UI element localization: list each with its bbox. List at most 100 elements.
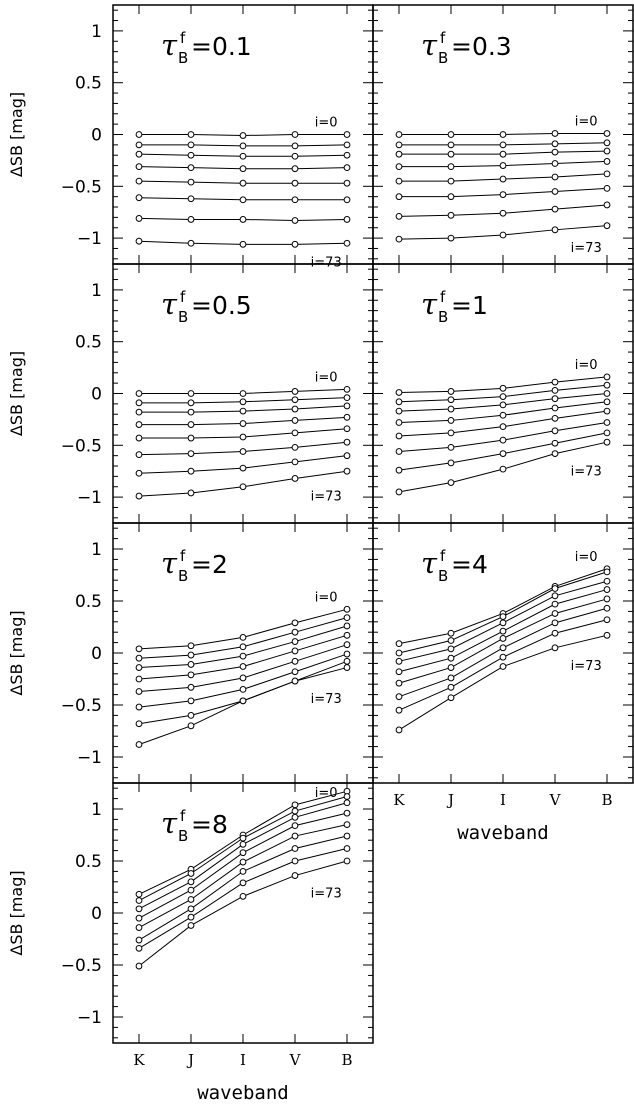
data-point <box>343 179 351 187</box>
data-point <box>343 438 351 446</box>
data-point <box>551 585 559 592</box>
data-point <box>187 390 195 397</box>
data-point <box>395 693 403 701</box>
data-point <box>343 413 351 421</box>
inclination-bottom-label: i=73 <box>311 692 342 707</box>
data-point <box>395 668 403 676</box>
data-point <box>343 793 351 800</box>
tau-value: =8 <box>191 810 228 839</box>
data-point <box>187 683 195 691</box>
data-point <box>291 429 299 437</box>
data-point <box>447 429 455 437</box>
panel-title: τ fB =1 <box>421 287 488 326</box>
data-point <box>291 396 299 404</box>
inclination-top-label: i=0 <box>315 590 338 605</box>
data-point <box>187 421 195 428</box>
tau-subscript: B <box>438 308 448 326</box>
data-point <box>187 661 195 668</box>
data-point <box>187 178 195 186</box>
data-point <box>239 407 247 415</box>
tau-value: =1 <box>451 291 488 320</box>
data-point <box>499 393 507 401</box>
data-point <box>395 398 403 406</box>
data-point <box>187 399 195 407</box>
data-point <box>291 832 299 840</box>
data-point <box>135 194 143 202</box>
data-point <box>395 407 403 415</box>
data-point <box>603 407 611 415</box>
data-point <box>135 654 143 662</box>
data-point <box>395 389 403 396</box>
data-point <box>603 568 611 576</box>
data-point <box>291 196 299 204</box>
y-tick-label: 1 <box>91 281 102 301</box>
data-point <box>135 688 143 695</box>
data-point <box>447 141 455 149</box>
data-point <box>135 703 143 711</box>
data-point <box>239 132 247 139</box>
tau-subscript: B <box>438 567 448 585</box>
y-axis-title: ΔSB [mag] <box>7 870 26 955</box>
x-tick-label: J <box>186 1051 194 1069</box>
data-point <box>603 586 611 593</box>
data-point <box>395 141 403 149</box>
data-point <box>343 622 351 630</box>
data-point <box>447 211 455 219</box>
data-point <box>447 637 455 644</box>
data-point <box>447 396 455 404</box>
data-point <box>239 643 247 651</box>
data-point <box>343 164 351 172</box>
data-point <box>395 212 403 220</box>
tau-superscript: f <box>180 288 186 306</box>
x-tick-label: K <box>133 1051 145 1069</box>
data-point <box>135 215 143 222</box>
y-tick-label: −1 <box>77 488 102 508</box>
data-point <box>187 712 195 719</box>
data-point <box>239 858 247 866</box>
data-point <box>187 408 195 416</box>
data-point <box>499 627 507 635</box>
y-tick-label: 1 <box>91 800 102 820</box>
data-point <box>239 674 247 682</box>
tau-subscript: B <box>178 49 188 67</box>
data-point <box>239 165 247 173</box>
y-axis-title: ΔSB [mag] <box>7 92 26 177</box>
data-point <box>135 237 143 245</box>
data-point <box>603 184 611 192</box>
data-point <box>239 398 247 406</box>
tau-symbol: τ <box>421 546 438 580</box>
tau-superscript: f <box>440 547 446 565</box>
data-point <box>395 726 403 734</box>
data-point <box>135 177 143 185</box>
panel-tau_0.1: 1 0.5 0 −0.5 −1 ΔSB [mag] i=0 i=73 τ fB =0.1 <box>7 4 374 270</box>
data-point <box>447 234 455 242</box>
data-point <box>447 664 455 671</box>
data-point <box>291 217 299 224</box>
data-point <box>447 645 455 653</box>
inclination-top-label: i=0 <box>575 358 598 373</box>
y-tick-label: 0.5 <box>75 333 102 353</box>
data-point <box>343 402 351 410</box>
data-point <box>239 879 247 887</box>
data-point <box>135 936 143 944</box>
data-point <box>499 191 507 198</box>
data-point <box>551 148 559 156</box>
data-point <box>447 405 455 413</box>
data-point <box>135 408 143 416</box>
data-point <box>447 674 455 682</box>
y-tick-label: 0 <box>91 904 102 924</box>
data-point <box>291 165 299 173</box>
data-point <box>291 668 299 676</box>
series-line <box>138 860 348 967</box>
y-tick-label: −1 <box>77 229 102 249</box>
data-point <box>187 878 195 886</box>
y-axis-title: ΔSB [mag] <box>7 610 26 695</box>
data-point <box>499 150 507 158</box>
data-point <box>239 420 247 427</box>
data-point <box>395 150 403 158</box>
data-point <box>135 421 143 428</box>
data-point <box>395 419 403 426</box>
tau-subscript: B <box>178 308 188 326</box>
data-point <box>187 195 195 203</box>
